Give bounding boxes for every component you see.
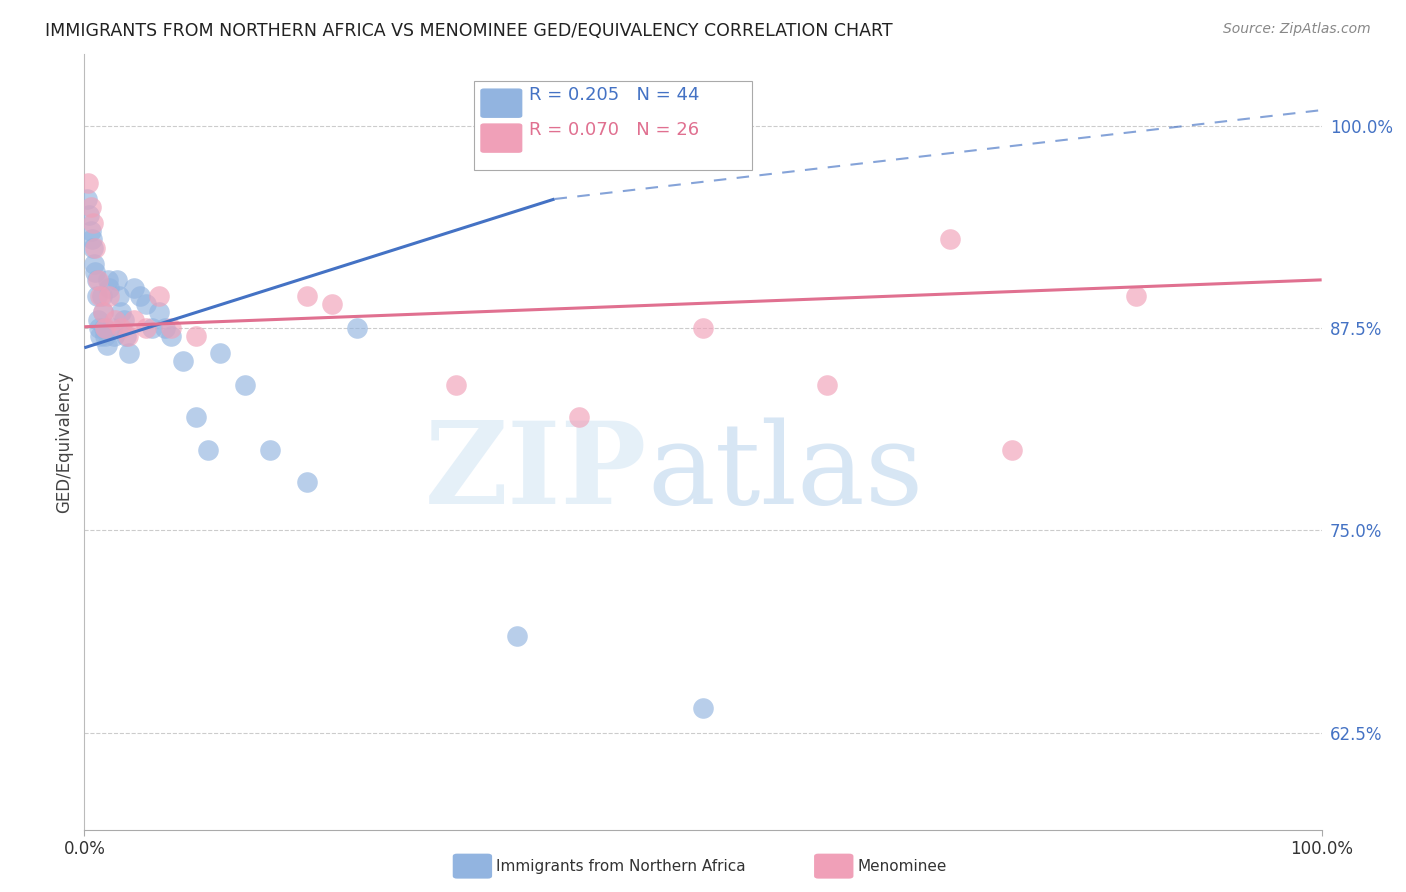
Point bbox=[692, 321, 714, 335]
FancyBboxPatch shape bbox=[481, 88, 523, 118]
Y-axis label: GED/Equivalency: GED/Equivalency bbox=[55, 370, 73, 513]
Point bbox=[104, 313, 127, 327]
Point bbox=[87, 313, 110, 327]
Point bbox=[117, 329, 139, 343]
Point bbox=[87, 273, 110, 287]
Text: Menominee: Menominee bbox=[858, 859, 948, 873]
Text: Source: ZipAtlas.com: Source: ZipAtlas.com bbox=[1223, 22, 1371, 37]
Point bbox=[815, 378, 838, 392]
Point bbox=[1001, 442, 1024, 457]
Point bbox=[82, 240, 104, 254]
Point bbox=[79, 224, 101, 238]
Text: ZIP: ZIP bbox=[425, 417, 647, 528]
Point bbox=[84, 265, 107, 279]
Point bbox=[83, 257, 105, 271]
Text: IMMIGRANTS FROM NORTHERN AFRICA VS MENOMINEE GED/EQUIVALENCY CORRELATION CHART: IMMIGRANTS FROM NORTHERN AFRICA VS MENOM… bbox=[45, 22, 893, 40]
Point bbox=[209, 345, 232, 359]
Point bbox=[76, 192, 98, 206]
Point bbox=[172, 353, 194, 368]
FancyBboxPatch shape bbox=[481, 123, 523, 153]
Point bbox=[135, 321, 157, 335]
Point bbox=[122, 281, 145, 295]
Point bbox=[122, 313, 145, 327]
Point bbox=[90, 289, 112, 303]
Point bbox=[568, 410, 591, 425]
Point bbox=[108, 289, 131, 303]
Point bbox=[110, 305, 132, 319]
Point bbox=[103, 329, 125, 343]
Point bbox=[80, 232, 103, 246]
Text: Immigrants from Northern Africa: Immigrants from Northern Africa bbox=[496, 859, 747, 873]
Point bbox=[148, 289, 170, 303]
FancyBboxPatch shape bbox=[474, 80, 752, 170]
Point bbox=[444, 378, 467, 392]
Point bbox=[141, 321, 163, 335]
Point bbox=[84, 240, 107, 254]
Point bbox=[93, 321, 115, 335]
Point bbox=[89, 321, 111, 335]
Point bbox=[295, 289, 318, 303]
Point bbox=[89, 289, 111, 303]
Point bbox=[105, 273, 128, 287]
Point bbox=[148, 305, 170, 319]
Point bbox=[233, 378, 256, 392]
Point bbox=[160, 321, 183, 335]
Text: atlas: atlas bbox=[647, 417, 924, 528]
Point bbox=[100, 321, 122, 335]
Point bbox=[110, 321, 132, 335]
Point bbox=[259, 442, 281, 457]
Point bbox=[91, 305, 114, 319]
Point bbox=[118, 345, 141, 359]
Point bbox=[97, 273, 120, 287]
Text: R = 0.070   N = 26: R = 0.070 N = 26 bbox=[529, 121, 699, 139]
Point bbox=[86, 273, 108, 287]
Point bbox=[98, 281, 121, 295]
Point bbox=[89, 329, 111, 343]
Point bbox=[82, 216, 104, 230]
Point bbox=[94, 329, 117, 343]
Point bbox=[91, 305, 114, 319]
Point bbox=[96, 337, 118, 351]
Point bbox=[184, 410, 207, 425]
Point bbox=[692, 701, 714, 715]
Point bbox=[321, 297, 343, 311]
Point bbox=[94, 321, 117, 335]
Point bbox=[135, 297, 157, 311]
Point bbox=[112, 313, 135, 327]
Point bbox=[77, 176, 100, 190]
Point bbox=[79, 200, 101, 214]
Point bbox=[86, 289, 108, 303]
Point bbox=[79, 208, 101, 222]
Point bbox=[506, 628, 529, 642]
Point bbox=[115, 329, 138, 343]
Point bbox=[1125, 289, 1147, 303]
Point bbox=[197, 442, 219, 457]
Point bbox=[98, 289, 121, 303]
Point bbox=[153, 321, 176, 335]
Point bbox=[129, 289, 152, 303]
Point bbox=[346, 321, 368, 335]
Point bbox=[295, 475, 318, 489]
Text: R = 0.205   N = 44: R = 0.205 N = 44 bbox=[529, 86, 699, 103]
Point bbox=[184, 329, 207, 343]
Point bbox=[160, 329, 183, 343]
Point bbox=[939, 232, 962, 246]
